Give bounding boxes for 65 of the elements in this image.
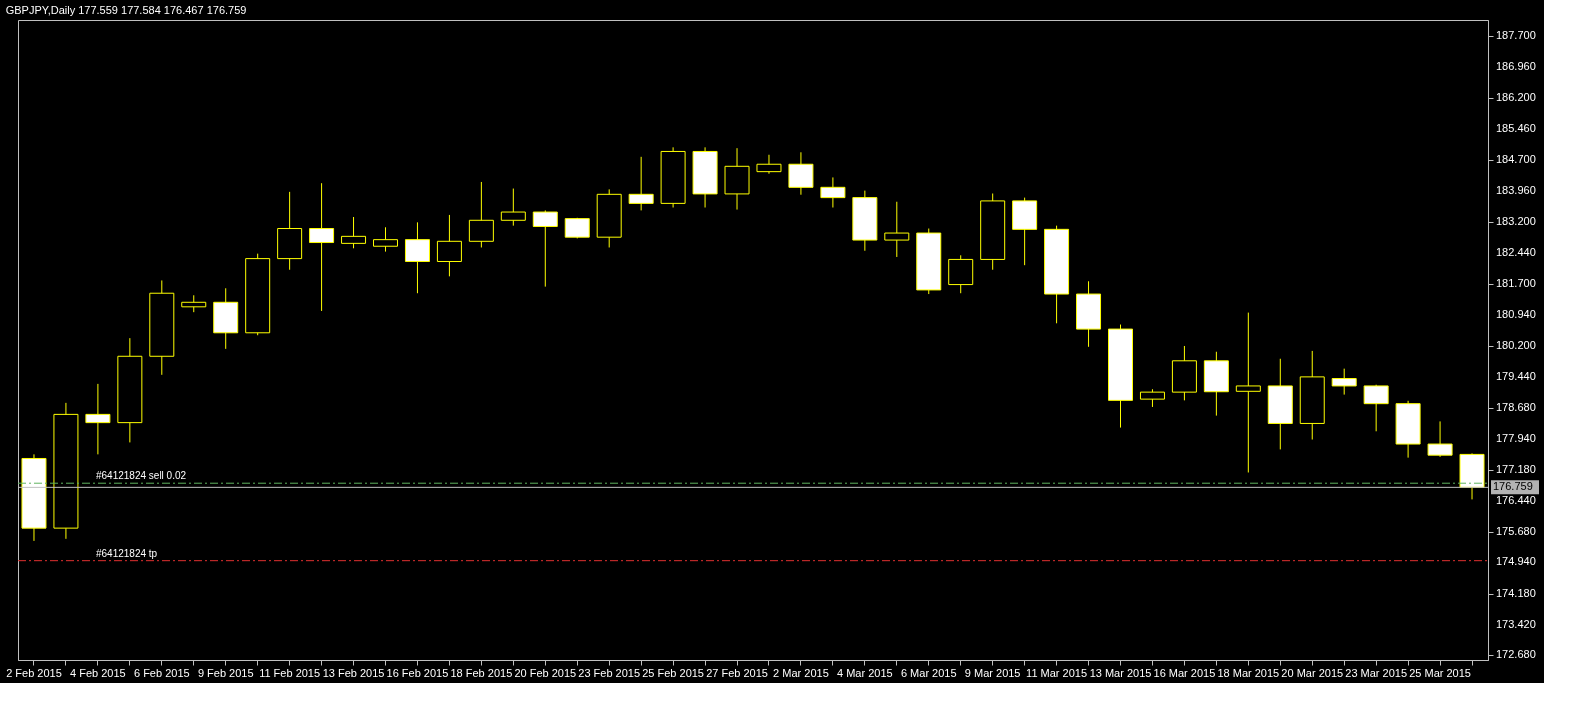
x-tick-label: 20 Feb 2015: [514, 666, 577, 679]
x-tick-label: 11 Mar 2015: [1026, 666, 1088, 679]
y-tick-label: 176.440: [1496, 493, 1536, 506]
candlestick: [788, 151, 814, 196]
x-tick-label: 11 Feb 2015: [259, 666, 321, 679]
x-tick-label: 25 Feb 2015: [642, 666, 704, 679]
candlestick: [341, 216, 367, 249]
x-tick-label: 20 Mar 2015: [1281, 666, 1344, 679]
y-tick-label: 186.200: [1496, 91, 1536, 104]
y-tick-label: 173.420: [1496, 617, 1536, 630]
y-tick-label: 174.940: [1496, 555, 1536, 568]
y-tick-label: 179.440: [1496, 369, 1536, 382]
y-tick-label: 172.680: [1496, 648, 1536, 661]
chart-title: GBPJPY,Daily 177.559 177.584 176.467 176.759: [5, 4, 247, 16]
x-tick-label: 13 Feb 2015: [322, 666, 385, 679]
y-tick-label: 180.200: [1496, 338, 1536, 351]
x-tick-label: 27 Feb 2015: [706, 666, 768, 679]
candlestick: [884, 201, 910, 258]
candlestick: [1363, 384, 1389, 432]
x-tick-label: 6 Feb 2015: [133, 666, 190, 679]
candlestick: [756, 154, 782, 175]
candlestick: [85, 383, 111, 455]
x-tick-label: 16 Feb 2015: [386, 666, 449, 679]
candlestick: [1427, 420, 1453, 458]
y-tick-label: 182.440: [1496, 246, 1536, 259]
candlestick: [1331, 368, 1357, 396]
candlestick: [468, 181, 494, 248]
candlestick: [820, 176, 846, 209]
y-tick-label: 187.700: [1496, 29, 1536, 42]
y-tick-label: 183.200: [1496, 214, 1536, 227]
y-tick-label: 177.180: [1496, 463, 1536, 476]
x-tick-label: 4 Feb 2015: [70, 666, 126, 679]
candlestick: [628, 156, 654, 211]
y-tick-label: 183.960: [1496, 183, 1536, 196]
x-tick-label: 9 Feb 2015: [197, 666, 254, 679]
y-tick-label: 181.700: [1496, 276, 1536, 289]
candlestick: [309, 182, 335, 312]
y-tick-label: 180.940: [1496, 308, 1536, 321]
y-tick-label: 186.960: [1496, 59, 1536, 72]
candlestick: [373, 226, 398, 253]
candlestick: [532, 209, 558, 288]
ref-line-label: 176.759: [1493, 480, 1533, 493]
x-tick-label: 18 Feb 2015: [450, 666, 513, 679]
y-tick-label: 184.700: [1496, 153, 1536, 166]
x-tick-label: 23 Mar 2015: [1345, 666, 1408, 679]
candlestick: [1235, 312, 1261, 473]
ref-line-label: #64121824 tp: [96, 547, 158, 559]
x-tick-label: 2 Mar 2015: [773, 666, 829, 679]
x-tick-label: 2 Feb 2015: [6, 666, 62, 679]
y-tick-label: 175.680: [1496, 524, 1536, 537]
y-tick-label: 174.180: [1496, 586, 1536, 599]
x-tick-label: 13 Mar 2015: [1089, 666, 1152, 679]
x-tick-label: 4 Mar 2015: [837, 666, 893, 679]
candlestick: [436, 214, 462, 277]
ref-line-label: #64121824 sell 0.02: [96, 470, 187, 482]
candlestick: [404, 221, 430, 294]
y-tick-label: 178.680: [1496, 401, 1536, 414]
x-tick-label: 6 Mar 2015: [900, 666, 957, 679]
x-tick-label: 9 Mar 2015: [964, 666, 1021, 679]
y-tick-label: 177.940: [1496, 431, 1536, 444]
x-tick-label: 18 Mar 2015: [1217, 666, 1280, 679]
x-tick-label: 25 Mar 2015: [1409, 666, 1471, 679]
x-tick-label: 16 Mar 2015: [1153, 666, 1216, 679]
x-tick-label: 23 Feb 2015: [578, 666, 641, 679]
y-tick-label: 185.460: [1496, 121, 1536, 134]
